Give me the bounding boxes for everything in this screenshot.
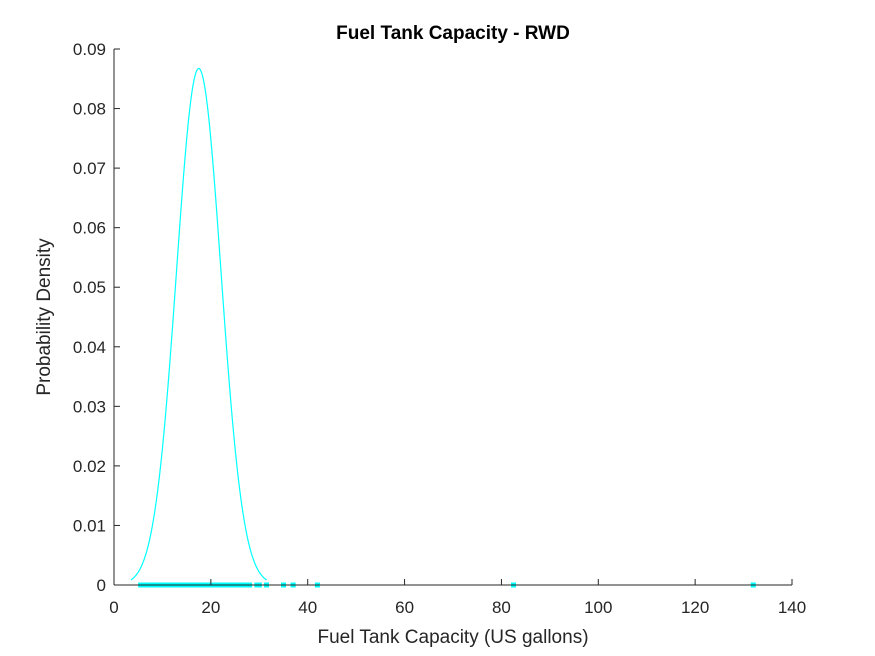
y-tick-label: 0.06 bbox=[73, 219, 106, 238]
x-tick-label: 100 bbox=[584, 598, 612, 617]
y-tick-label: 0.09 bbox=[73, 40, 106, 59]
x-ticks: 0 20 40 60 80 100 120 140 bbox=[109, 579, 806, 617]
y-axis-label: Probability Density bbox=[34, 238, 55, 396]
x-tick-label: 20 bbox=[201, 598, 220, 617]
plot-area: 0 20 40 60 80 100 120 140 0 0.01 0.02 0.03 0.04 0.05… bbox=[73, 40, 806, 617]
x-tick-label: 40 bbox=[298, 598, 317, 617]
y-ticks: 0 0.01 0.02 0.03 0.04 0.05 0.06 0.07 0.08 0.09 bbox=[73, 40, 120, 595]
y-tick-label: 0.03 bbox=[73, 397, 106, 416]
x-tick-label: 140 bbox=[778, 598, 806, 617]
density-curve bbox=[130, 67, 267, 581]
x-tick-label: 80 bbox=[492, 598, 511, 617]
y-tick-label: 0 bbox=[97, 576, 106, 595]
y-tick-label: 0.08 bbox=[73, 100, 106, 119]
y-tick-label: 0.04 bbox=[73, 338, 106, 357]
y-tick-label: 0.01 bbox=[73, 516, 106, 535]
x-tick-label: 0 bbox=[109, 598, 118, 617]
x-tick-label: 60 bbox=[395, 598, 414, 617]
x-tick-label: 120 bbox=[681, 598, 709, 617]
y-tick-label: 0.07 bbox=[73, 159, 106, 178]
y-tick-label: 0.02 bbox=[73, 457, 106, 476]
x-axis-label: Fuel Tank Capacity (US gallons) bbox=[317, 627, 588, 648]
chart-title: Fuel Tank Capacity - RWD bbox=[336, 23, 570, 44]
y-tick-label: 0.05 bbox=[73, 278, 106, 297]
